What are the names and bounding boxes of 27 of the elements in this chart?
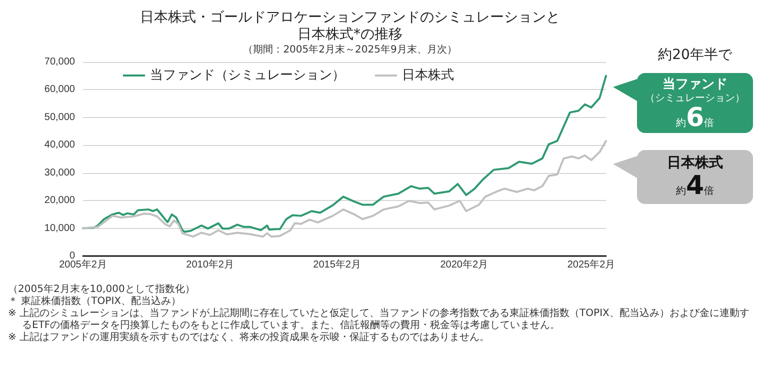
y-tick-label: 20,000 xyxy=(44,195,76,206)
y-tick-label: 40,000 xyxy=(44,140,76,151)
text: 約4倍 xyxy=(674,170,716,203)
x-tick-label: 2015年2月 xyxy=(313,258,361,270)
x-tick-label: 2020年2月 xyxy=(440,258,488,270)
text: 約20年半で xyxy=(657,46,734,64)
y-tick-label: 10,000 xyxy=(44,222,76,234)
text: 当ファンド xyxy=(662,76,728,93)
legend-label: 当ファンド（シミュレーション） xyxy=(150,68,345,83)
chart-subtitle: （期間：2005年2月末～2025年9月末、月次） xyxy=(243,44,457,56)
x-tick-label: 2010年2月 xyxy=(186,258,234,270)
y-tick-label: 50,000 xyxy=(44,112,76,123)
text: ※ 上記のシミュレーションは、当ファンドが上記期間に存在していたと仮定して、当ファンドの参考指数である東証株価指数（TOPIX、配当込み）および金に連動するETFの価格データを円換算したものをもとに作成しています。また、信託報酬等の費用・税金等は考慮していません。 xyxy=(8,308,750,332)
chart-title: 日本株式・ゴールドアロケーションファンドのシミュレーションと日本株式*の推移 xyxy=(140,10,560,42)
y-tick-label: 0 xyxy=(69,250,76,262)
y-tick-label: 60,000 xyxy=(44,84,76,96)
text: （2005年2月末を10,000として指数化） xyxy=(8,284,196,296)
text: ＊ 東証株価指数（TOPIX、配当込み） xyxy=(8,296,182,308)
text: 約6倍 xyxy=(674,102,716,135)
text: （シミュレーション） xyxy=(644,92,746,105)
y-tick-label: 70,000 xyxy=(44,56,76,68)
text: 日本株式 xyxy=(666,154,724,172)
text: ※ 上記はファンドの運用実績を示すものではなく、将来の投資成果を示唆・保証するものではありません。 xyxy=(8,332,491,344)
y-tick-label: 30,000 xyxy=(44,167,76,178)
legend-label: 日本株式 xyxy=(402,68,454,83)
x-tick-label: 2005年2月 xyxy=(59,258,107,270)
x-tick-label: 2025年2月 xyxy=(567,258,616,270)
